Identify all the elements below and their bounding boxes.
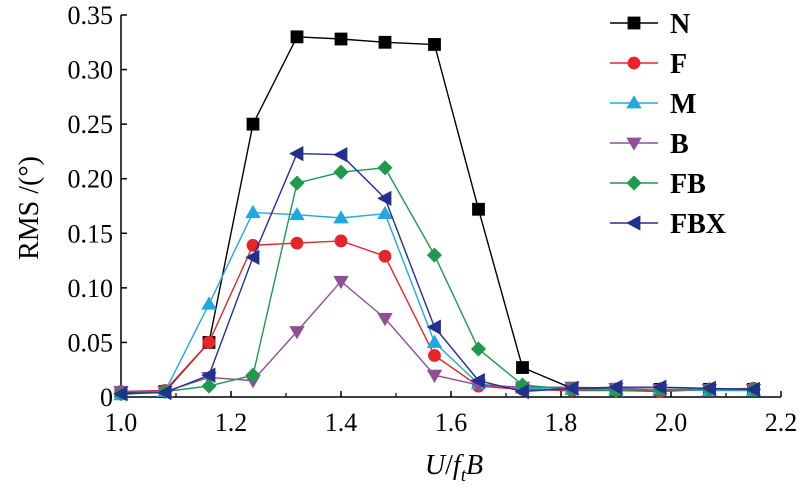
legend-item-f: F [610, 49, 687, 80]
data-point-n [428, 38, 441, 51]
legend-label: F [670, 49, 687, 80]
y-tick-label: 0.10 [68, 274, 114, 303]
data-point-n [378, 35, 392, 49]
legend-label: FB [670, 169, 706, 200]
y-tick-label: 0 [100, 383, 113, 412]
series-line-f [120, 240, 754, 393]
axes: 1.0 1.2 1.4 1.6 1.8 2.0 2.2 0 0.05 0.10 0.15 0.20 0.… [68, 1, 798, 437]
data-point-fb [426, 247, 443, 263]
data-point-m [289, 206, 305, 221]
x-tick-label: 2.2 [765, 408, 798, 437]
y-tick-label: 0.05 [68, 328, 114, 357]
data-point-fb [289, 175, 305, 191]
data-point-fbx [333, 147, 348, 163]
series-fb [113, 160, 762, 402]
legend-label: FBX [670, 209, 726, 240]
x-tick-label: 1.8 [545, 408, 578, 437]
legend-marker [626, 175, 642, 191]
x-tick-label: 1.2 [215, 408, 248, 437]
data-point-f [290, 236, 304, 250]
data-point-fb [470, 341, 487, 357]
legend-item-fbx: FBX [610, 209, 726, 240]
data-point-fbx [608, 379, 623, 395]
series-layer [113, 30, 762, 402]
data-point-fbx [470, 372, 485, 389]
data-point-f [202, 336, 216, 349]
data-point-n [290, 30, 304, 44]
data-point-n [334, 32, 348, 46]
x-tick-label: 1.4 [325, 408, 358, 437]
data-point-fbx [201, 367, 216, 383]
y-tick-label: 0.15 [68, 219, 114, 248]
legend-marker [626, 215, 641, 231]
legend-marker [627, 56, 641, 70]
data-point-fb [377, 160, 393, 176]
series-line-n [120, 36, 754, 394]
data-point-fbx [113, 386, 128, 402]
legend-item-m: M [610, 89, 696, 120]
data-point-m [377, 205, 393, 220]
legend-label: B [670, 129, 689, 160]
data-point-fbx [745, 381, 760, 398]
data-point-fbx [157, 384, 172, 401]
data-point-b [289, 326, 305, 340]
y-tick-label: 0.20 [68, 165, 114, 194]
data-point-fbx [377, 190, 392, 207]
x-axis-title: U/ftB [425, 450, 483, 486]
y-tick-label: 0.35 [68, 1, 114, 30]
x-tick-label: 1.0 [105, 408, 138, 437]
series-fbx [113, 145, 760, 402]
legend-label: N [670, 9, 690, 40]
x-tick-label: 1.6 [435, 408, 468, 437]
data-point-m [201, 296, 217, 310]
data-point-fb [201, 378, 217, 394]
data-point-n [246, 117, 260, 131]
y-axis-title: RMS /(°) [14, 156, 45, 260]
data-point-fbx [514, 383, 529, 400]
legend-marker [627, 16, 641, 30]
data-point-f [334, 234, 348, 248]
data-point-m [333, 210, 349, 224]
data-point-f [378, 249, 392, 263]
data-point-m [426, 334, 443, 348]
data-point-fbx [701, 380, 716, 396]
data-point-fb [245, 367, 261, 383]
legend-item-n: N [610, 9, 690, 40]
data-point-f [246, 238, 260, 252]
data-point-f [428, 349, 441, 362]
data-point-fb [333, 164, 349, 180]
legend-marker [626, 137, 642, 151]
y-tick-label: 0.30 [68, 56, 114, 85]
data-point-fbx [652, 379, 667, 395]
data-point-fbx [245, 249, 260, 265]
legend-label: M [670, 89, 696, 120]
series-line-m [120, 211, 754, 396]
data-point-b [333, 275, 349, 290]
legend-marker [626, 95, 642, 109]
data-point-b [377, 313, 393, 327]
x-tick-label: 2.0 [655, 408, 688, 437]
data-point-fbx [564, 380, 579, 396]
y-tick-label: 0.25 [68, 110, 114, 139]
data-point-m [245, 204, 261, 218]
legend-item-fb: FB [610, 169, 706, 200]
data-point-fbx [289, 145, 304, 162]
data-point-fbx [426, 319, 441, 335]
data-point-b [426, 369, 443, 383]
data-point-n [516, 361, 529, 374]
data-point-n [472, 202, 485, 216]
legend-item-b: B [610, 129, 689, 160]
